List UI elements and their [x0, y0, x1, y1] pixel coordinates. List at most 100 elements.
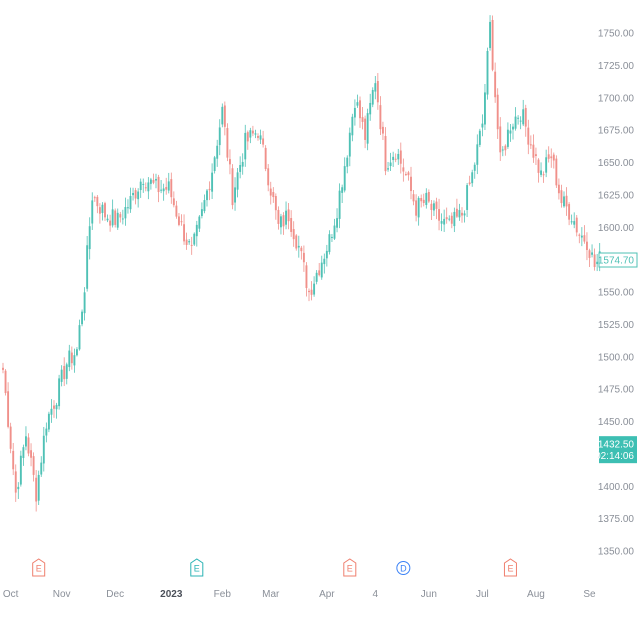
candle[interactable] — [22, 444, 25, 466]
candle[interactable] — [249, 127, 252, 144]
candle[interactable] — [336, 208, 338, 233]
candle[interactable] — [221, 103, 224, 128]
candle[interactable] — [2, 362, 4, 374]
candle[interactable] — [274, 193, 277, 220]
candle[interactable] — [116, 208, 119, 230]
candle[interactable] — [134, 187, 137, 205]
candle[interactable] — [12, 442, 15, 476]
candle[interactable] — [343, 157, 346, 193]
candle[interactable] — [387, 162, 389, 172]
candle[interactable] — [285, 201, 287, 230]
candle[interactable] — [14, 464, 17, 502]
candle[interactable] — [471, 169, 474, 187]
candle[interactable] — [42, 426, 45, 472]
candle[interactable] — [509, 123, 512, 142]
candle[interactable] — [433, 200, 435, 217]
candle[interactable] — [522, 99, 525, 127]
candle[interactable] — [234, 177, 236, 211]
candle[interactable] — [583, 225, 586, 244]
candle[interactable] — [524, 104, 527, 137]
candle[interactable] — [216, 139, 219, 167]
candle[interactable] — [545, 149, 548, 178]
candle[interactable] — [473, 162, 476, 179]
candle[interactable] — [246, 130, 249, 150]
candle[interactable] — [7, 382, 10, 429]
candle[interactable] — [486, 47, 489, 100]
candle[interactable] — [86, 236, 89, 292]
candle[interactable] — [417, 196, 420, 226]
candle[interactable] — [399, 142, 402, 174]
dividend-marker[interactable]: D — [396, 561, 411, 575]
candle[interactable] — [346, 155, 349, 174]
candle[interactable] — [443, 209, 446, 232]
candle[interactable] — [282, 212, 285, 235]
candle[interactable] — [213, 155, 216, 174]
candle[interactable] — [175, 200, 178, 219]
candle[interactable] — [50, 399, 53, 423]
candle[interactable] — [162, 183, 165, 201]
candle[interactable] — [119, 211, 122, 223]
candle[interactable] — [351, 113, 354, 142]
candle[interactable] — [389, 152, 392, 171]
candle[interactable] — [512, 123, 514, 140]
candle[interactable] — [415, 194, 418, 222]
candle[interactable] — [458, 203, 461, 221]
candle[interactable] — [412, 190, 415, 206]
candle[interactable] — [501, 146, 504, 157]
candle[interactable] — [331, 234, 333, 243]
candle[interactable] — [328, 230, 331, 255]
candle[interactable] — [241, 153, 244, 175]
candle[interactable] — [361, 107, 364, 130]
candle[interactable] — [88, 217, 91, 260]
candle[interactable] — [397, 148, 400, 165]
candle[interactable] — [313, 276, 316, 297]
candle[interactable] — [305, 262, 308, 297]
candle[interactable] — [468, 175, 471, 186]
candle[interactable] — [251, 125, 254, 137]
candle[interactable] — [137, 188, 140, 208]
candle[interactable] — [193, 232, 196, 246]
candle[interactable] — [200, 202, 203, 219]
candle[interactable] — [348, 127, 351, 167]
candle[interactable] — [149, 177, 152, 190]
candle[interactable] — [109, 214, 112, 232]
candle[interactable] — [280, 213, 282, 235]
candle[interactable] — [448, 215, 451, 222]
candle[interactable] — [410, 166, 412, 200]
candle[interactable] — [484, 84, 486, 130]
candle[interactable] — [494, 62, 497, 103]
candle[interactable] — [463, 210, 466, 223]
candle[interactable] — [40, 456, 43, 477]
candle[interactable] — [440, 213, 443, 232]
candle[interactable] — [578, 233, 581, 244]
candle[interactable] — [506, 122, 509, 149]
candle[interactable] — [489, 15, 491, 51]
candle[interactable] — [422, 193, 425, 207]
candle[interactable] — [366, 108, 369, 151]
candle[interactable] — [47, 411, 50, 433]
candle[interactable] — [297, 235, 300, 258]
candle[interactable] — [172, 191, 175, 208]
candle[interactable] — [318, 262, 321, 277]
candle[interactable] — [466, 182, 469, 217]
candle[interactable] — [588, 248, 591, 267]
candle[interactable] — [226, 123, 229, 162]
candle[interactable] — [586, 232, 588, 261]
candle[interactable] — [325, 244, 328, 267]
candle[interactable] — [453, 207, 456, 233]
candle[interactable] — [155, 173, 157, 189]
candle[interactable] — [4, 369, 7, 396]
candle[interactable] — [568, 202, 571, 226]
candle[interactable] — [206, 188, 208, 207]
candle[interactable] — [499, 117, 502, 161]
candle[interactable] — [323, 253, 326, 274]
candle[interactable] — [114, 208, 117, 228]
candle[interactable] — [259, 129, 262, 145]
candle[interactable] — [147, 177, 150, 200]
candle[interactable] — [101, 202, 104, 221]
candle[interactable] — [121, 209, 124, 225]
candle[interactable] — [96, 195, 99, 214]
candle[interactable] — [236, 167, 239, 198]
candle[interactable] — [60, 365, 63, 387]
candle[interactable] — [300, 245, 303, 260]
